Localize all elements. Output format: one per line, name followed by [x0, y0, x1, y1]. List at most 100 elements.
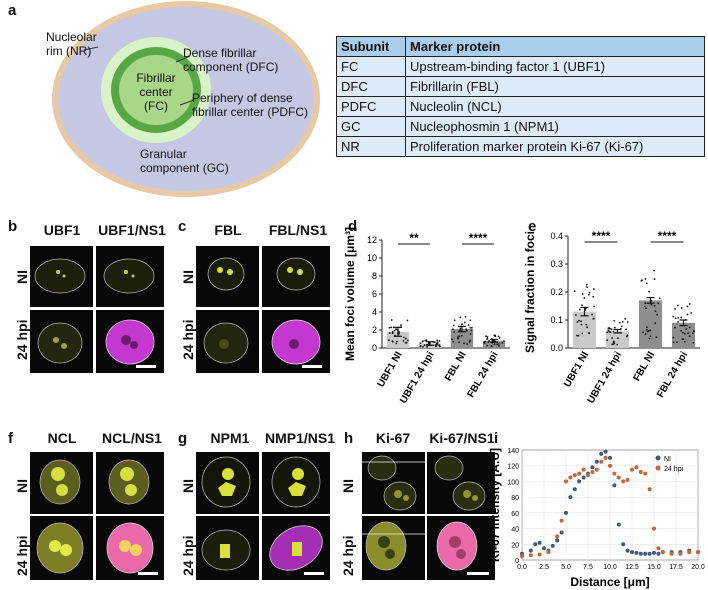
pdfc-label: Periphery of dense fibrillar center (PDF…: [192, 91, 309, 119]
data-point: [465, 328, 467, 331]
data-point: [653, 269, 655, 272]
scale-bar: [136, 365, 156, 368]
data-point: [609, 331, 612, 334]
data-point: [426, 346, 429, 348]
data-point: [487, 340, 490, 343]
data-point: [390, 319, 393, 321]
data-point: [696, 550, 700, 555]
data-point: [391, 340, 394, 343]
data-point: [608, 330, 610, 333]
data-point: [648, 329, 651, 332]
data-point: [644, 302, 647, 304]
bar: [671, 322, 696, 348]
data-point: [687, 550, 692, 555]
data-point: [594, 467, 599, 472]
data-point: [436, 339, 439, 342]
data-point: [592, 317, 595, 320]
data-point: [669, 551, 674, 556]
data-point: [634, 465, 639, 470]
micrograph-npm1-ns1-24hpi: [262, 516, 330, 580]
row-label-24hpi: 24 hpi: [14, 319, 30, 360]
fibrillar-center: [119, 55, 193, 125]
data-point: [690, 311, 693, 314]
data-point: [564, 510, 568, 515]
col-title-ncl-ns1: NCL/NS1: [102, 430, 162, 446]
row-label-ni: NI: [340, 479, 356, 493]
data-point: [419, 345, 422, 348]
data-point: [486, 336, 489, 338]
data-point: [692, 330, 695, 332]
data-point: [644, 333, 647, 336]
micrograph-ncl-ns1-24hpi: [96, 516, 164, 580]
data-point: [640, 279, 643, 282]
data-point: [645, 282, 648, 285]
data-point: [422, 346, 424, 348]
data-point: [493, 343, 496, 346]
col-title-fbl-ns1: FBL/NS1: [268, 222, 328, 238]
y-tick-label: 20: [511, 542, 519, 549]
micrograph-ubf1-ns1-24hpi: [96, 310, 164, 373]
data-point: [470, 326, 473, 329]
data-point: [585, 283, 588, 286]
data-point: [452, 324, 455, 327]
data-point: [593, 305, 596, 308]
data-point: [581, 475, 586, 480]
data-point: [654, 322, 657, 325]
micrograph-fbl-24hpi: [196, 310, 259, 373]
data-point: [680, 316, 683, 319]
x-tick-label: FBL 24 hpi: [466, 350, 501, 400]
data-point: [682, 338, 685, 341]
micrograph-ki67-ns1-24hpi: [427, 516, 495, 580]
data-point: [486, 344, 489, 347]
data-point: [580, 320, 582, 323]
y-tick-label: 0.2: [550, 287, 563, 297]
data-point: [555, 534, 560, 539]
data-point: [577, 334, 580, 337]
data-point: [626, 321, 629, 323]
x-tick-label: 12.5: [625, 564, 639, 571]
data-point: [577, 471, 582, 476]
data-point: [528, 553, 533, 558]
data-point: [645, 307, 647, 310]
x-tick-label: UBF1 24 hpi: [398, 350, 437, 406]
data-point: [607, 329, 610, 332]
data-point: [406, 319, 409, 322]
data-point: [688, 326, 691, 329]
x-tick-label: 17.5: [669, 564, 683, 571]
leader-pdfc: [179, 99, 195, 106]
micrograph-ki67-24hpi: [362, 516, 425, 580]
data-point: [613, 326, 616, 329]
table-header: Subunit: [336, 36, 406, 57]
data-point: [676, 304, 679, 307]
x-tick-label: 15.0: [647, 564, 661, 571]
data-point: [643, 305, 646, 308]
panel-label-d: d: [348, 218, 358, 235]
data-point: [603, 455, 608, 460]
data-point: [590, 465, 595, 470]
data-point: [606, 331, 609, 334]
x-tick-label: FBL NI: [632, 350, 658, 383]
table-row: DFC Fibrillarin (FBL): [336, 76, 705, 97]
data-point: [616, 522, 621, 527]
data-point: [395, 342, 398, 345]
data-point: [649, 335, 652, 338]
data-point: [594, 459, 599, 464]
col-title-ubf1-ns1: UBF1/NS1: [98, 222, 166, 238]
data-point: [453, 319, 456, 322]
y-tick-label: 0.3: [550, 259, 563, 269]
row-label-24hpi: 24 hpi: [340, 535, 356, 576]
data-point: [678, 551, 683, 556]
data-point: [630, 467, 634, 472]
data-point: [630, 550, 634, 555]
data-point: [625, 477, 630, 482]
y-tick-label: 60: [511, 511, 519, 518]
panel-label-a: a: [8, 2, 17, 19]
data-point: [599, 451, 604, 456]
data-point: [580, 323, 583, 326]
data-point: [542, 546, 546, 551]
data-point: [672, 315, 675, 318]
panel-label-h: h: [344, 430, 354, 447]
data-point: [638, 551, 643, 556]
data-point: [463, 342, 465, 345]
